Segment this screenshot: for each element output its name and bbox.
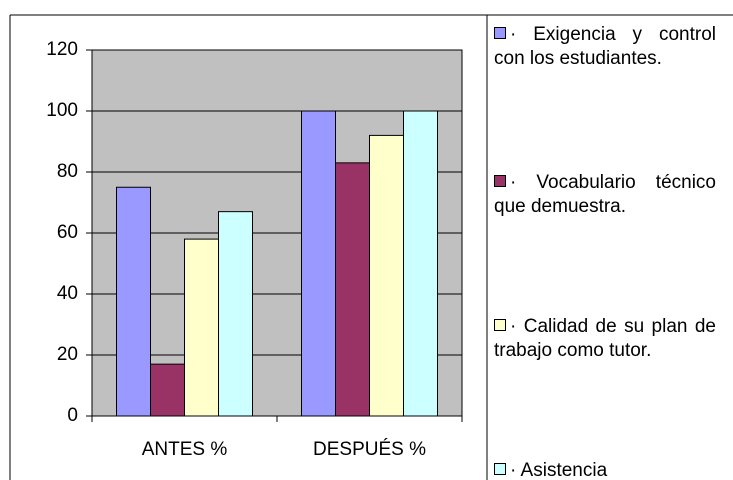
bar xyxy=(218,211,253,417)
bar xyxy=(184,238,219,417)
legend-label: · Asistencia xyxy=(510,460,608,480)
bar xyxy=(369,134,404,417)
x-tick-label: ANTES % xyxy=(142,439,228,460)
y-tick-label: 20 xyxy=(57,344,78,365)
bar xyxy=(150,363,185,417)
legend-swatch xyxy=(494,319,506,331)
legend-label: · Calidad de su plan de trabajo como tut… xyxy=(494,316,716,361)
bar xyxy=(335,162,370,417)
legend-item: · Vocabulario técnico que demuestra. xyxy=(494,171,716,219)
y-tick-label: 40 xyxy=(57,283,78,304)
bar xyxy=(116,186,151,417)
x-tick-label: DESPUÉS % xyxy=(313,439,426,460)
y-tick-label: 0 xyxy=(67,405,78,426)
bar xyxy=(301,110,336,417)
legend-item: · Exigencia y control con los estudiante… xyxy=(494,23,716,71)
y-tick-label: 60 xyxy=(57,222,78,243)
legend-swatch xyxy=(494,27,506,39)
legend-swatch xyxy=(494,463,506,475)
y-tick-label: 120 xyxy=(46,39,78,60)
legend-item: · Asistencia xyxy=(494,459,716,480)
y-tick-label: 80 xyxy=(57,161,78,182)
legend-label: · Exigencia y control con los estudiante… xyxy=(494,24,716,69)
bar xyxy=(403,110,438,417)
y-tick-label: 100 xyxy=(46,100,78,121)
legend-item: · Calidad de su plan de trabajo como tut… xyxy=(494,315,716,363)
legend-label: · Vocabulario técnico que demuestra. xyxy=(494,172,716,217)
legend-swatch xyxy=(494,175,506,187)
